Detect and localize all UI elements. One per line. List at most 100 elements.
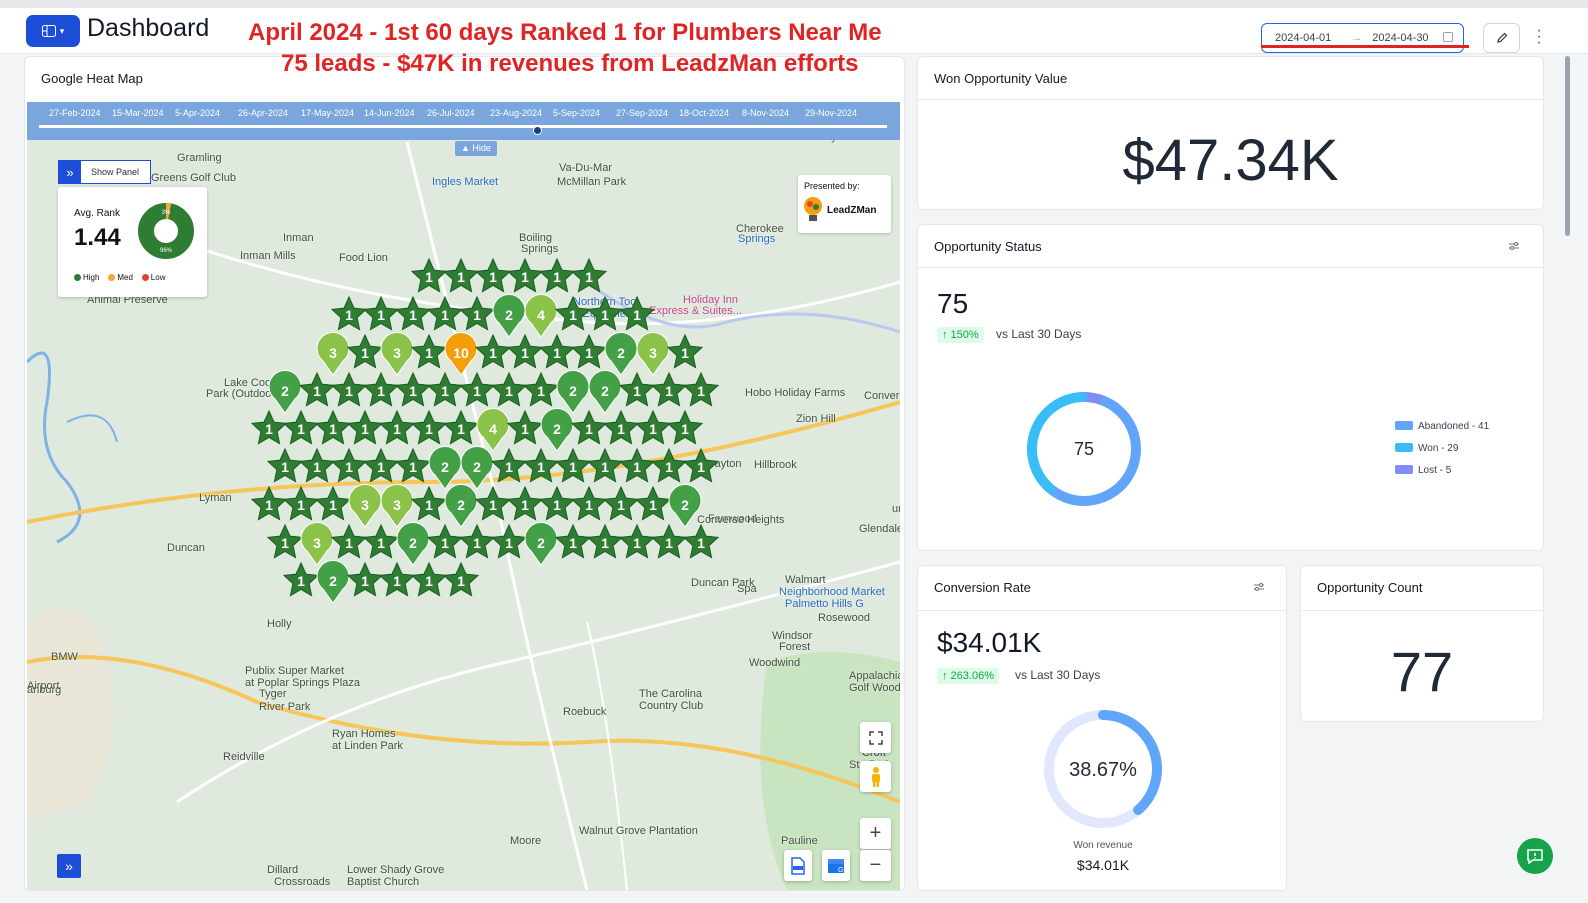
rank-star-marker[interactable]: 1 xyxy=(314,485,352,521)
rank-pin-marker[interactable]: 3 xyxy=(380,484,414,528)
date-range-picker[interactable]: 2024-04-01 → 2024-04-30 xyxy=(1261,23,1464,53)
rank-star-marker[interactable]: 1 xyxy=(650,447,688,483)
rank-star-marker[interactable]: 1 xyxy=(586,523,624,559)
google-business-button[interactable]: G xyxy=(822,850,850,881)
rank-star-marker[interactable]: 1 xyxy=(458,371,496,407)
rank-star-marker[interactable]: 1 xyxy=(538,257,576,293)
rank-star-marker[interactable]: 1 xyxy=(346,409,384,445)
map-area[interactable]: Gramling Greens Golf Club Inman Inman Mills… xyxy=(27,102,900,890)
rank-star-marker[interactable]: 1 xyxy=(458,523,496,559)
legend-item-won[interactable]: Won - 29 xyxy=(1395,443,1458,454)
rank-star-marker[interactable]: 1 xyxy=(570,333,608,369)
rank-star-marker[interactable]: 1 xyxy=(682,523,720,559)
layout-menu-button[interactable]: ▾ xyxy=(26,15,80,47)
rank-star-marker[interactable]: 1 xyxy=(634,409,672,445)
rank-pin-marker[interactable]: 2 xyxy=(268,370,302,414)
rank-star-marker[interactable]: 1 xyxy=(266,523,304,559)
rank-star-marker[interactable]: 1 xyxy=(426,295,464,331)
rank-star-marker[interactable]: 1 xyxy=(570,257,608,293)
rank-star-marker[interactable]: 1 xyxy=(330,295,368,331)
rank-star-marker[interactable]: 1 xyxy=(394,447,432,483)
rank-star-marker[interactable]: 1 xyxy=(330,523,368,559)
timeline-date[interactable]: 8-Nov-2024 xyxy=(742,108,790,118)
rank-star-marker[interactable]: 1 xyxy=(282,561,320,597)
page-scrollbar[interactable] xyxy=(1565,56,1570,236)
rank-pin-marker[interactable]: 10 xyxy=(444,332,478,376)
rank-star-marker[interactable]: 1 xyxy=(506,485,544,521)
timeline-date[interactable]: 26-Apr-2024 xyxy=(238,108,289,118)
rank-star-marker[interactable]: 1 xyxy=(618,447,656,483)
rank-star-marker[interactable]: 1 xyxy=(410,333,448,369)
rank-star-marker[interactable]: 1 xyxy=(410,485,448,521)
rank-pin-marker[interactable]: 2 xyxy=(588,370,622,414)
timeline-handle[interactable] xyxy=(533,126,542,135)
rank-star-marker[interactable]: 1 xyxy=(442,257,480,293)
rank-star-marker[interactable]: 1 xyxy=(330,447,368,483)
rank-star-marker[interactable]: 1 xyxy=(682,447,720,483)
date-start[interactable]: 2024-04-01 xyxy=(1275,32,1332,44)
rank-star-marker[interactable]: 1 xyxy=(538,485,576,521)
rank-star-marker[interactable]: 1 xyxy=(330,371,368,407)
legend-item-lost[interactable]: Lost - 5 xyxy=(1395,465,1451,476)
rank-star-marker[interactable]: 1 xyxy=(282,485,320,521)
rank-pin-marker[interactable]: 2 xyxy=(444,484,478,528)
rank-star-marker[interactable]: 1 xyxy=(570,485,608,521)
zoom-out-button[interactable]: − xyxy=(860,850,891,881)
rank-star-marker[interactable]: 1 xyxy=(506,257,544,293)
rank-star-marker[interactable]: 1 xyxy=(314,409,352,445)
rank-pin-marker[interactable]: 2 xyxy=(524,522,558,566)
rank-pin-marker[interactable]: 3 xyxy=(380,332,414,376)
timeline-date[interactable]: 17-May-2024 xyxy=(301,108,355,118)
timeline-date[interactable]: 23-Aug-2024 xyxy=(490,108,543,118)
rank-star-marker[interactable]: 1 xyxy=(410,257,448,293)
timeline-date[interactable]: 26-Jul-2024 xyxy=(427,108,475,118)
rank-star-marker[interactable]: 1 xyxy=(298,371,336,407)
rank-star-marker[interactable]: 1 xyxy=(666,333,704,369)
rank-star-marker[interactable]: 1 xyxy=(394,295,432,331)
rank-pin-marker[interactable]: 4 xyxy=(476,408,510,452)
rank-star-marker[interactable]: 1 xyxy=(362,447,400,483)
date-end[interactable]: 2024-04-30 xyxy=(1372,32,1429,44)
rank-star-marker[interactable]: 1 xyxy=(618,523,656,559)
rank-star-marker[interactable]: 1 xyxy=(570,409,608,445)
timeline-date[interactable]: 5-Apr-2024 xyxy=(175,108,221,118)
rank-pin-marker[interactable]: 4 xyxy=(524,294,558,338)
rank-star-marker[interactable]: 1 xyxy=(378,561,416,597)
fullscreen-button[interactable] xyxy=(860,722,891,753)
timeline-date[interactable]: 27-Feb-2024 xyxy=(49,108,101,118)
rank-star-marker[interactable]: 1 xyxy=(554,447,592,483)
rank-star-marker[interactable]: 1 xyxy=(650,523,688,559)
rank-star-marker[interactable]: 1 xyxy=(474,257,512,293)
hide-timeline-button[interactable]: ▲ Hide xyxy=(455,141,497,156)
rank-star-marker[interactable]: 1 xyxy=(410,561,448,597)
rank-pin-marker[interactable]: 3 xyxy=(300,522,334,566)
rank-star-marker[interactable]: 1 xyxy=(490,447,528,483)
timeline-bar[interactable]: 27-Feb-2024 15-Mar-2024 5-Apr-2024 26-Apr-2… xyxy=(27,102,900,140)
rank-star-marker[interactable]: 1 xyxy=(490,371,528,407)
rank-pin-marker[interactable]: 2 xyxy=(316,560,350,604)
legend-item-abandoned[interactable]: Abandoned - 41 xyxy=(1395,421,1489,432)
rank-star-marker[interactable]: 1 xyxy=(522,371,560,407)
rank-pin-marker[interactable]: 3 xyxy=(348,484,382,528)
rank-pin-marker[interactable]: 2 xyxy=(668,484,702,528)
rank-star-marker[interactable]: 1 xyxy=(554,523,592,559)
rank-star-marker[interactable]: 1 xyxy=(666,409,704,445)
rank-star-marker[interactable]: 1 xyxy=(362,295,400,331)
timeline-date[interactable]: 18-Oct-2024 xyxy=(679,108,730,118)
filter-icon[interactable] xyxy=(1508,241,1520,251)
rank-star-marker[interactable]: 1 xyxy=(602,485,640,521)
rank-pin-marker[interactable]: 2 xyxy=(428,446,462,490)
rank-star-marker[interactable]: 1 xyxy=(650,371,688,407)
rank-pin-marker[interactable]: 3 xyxy=(636,332,670,376)
timeline-date[interactable]: 14-Jun-2024 xyxy=(364,108,415,118)
edit-button[interactable] xyxy=(1483,23,1520,53)
rank-star-marker[interactable]: 1 xyxy=(282,409,320,445)
rank-star-marker[interactable]: 1 xyxy=(442,561,480,597)
rank-pin-marker[interactable]: 2 xyxy=(540,408,574,452)
timeline-date[interactable]: 29-Nov-2024 xyxy=(805,108,858,118)
timeline-track[interactable] xyxy=(39,125,887,128)
rank-star-marker[interactable]: 1 xyxy=(618,371,656,407)
expand-panel-button[interactable]: » xyxy=(57,854,81,878)
rank-star-marker[interactable]: 1 xyxy=(266,447,304,483)
rank-pin-marker[interactable]: 2 xyxy=(604,332,638,376)
